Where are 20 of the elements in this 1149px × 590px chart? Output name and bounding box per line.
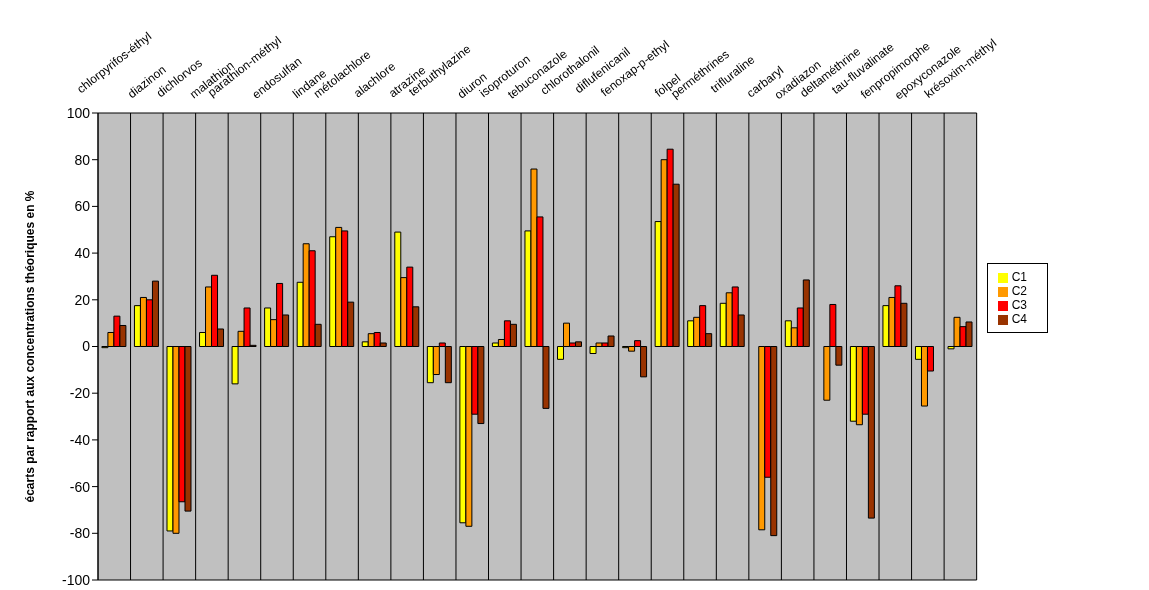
y-tick-label: 20 — [74, 291, 91, 308]
legend-label: C2 — [1011, 284, 1027, 298]
legend-label: C1 — [1011, 270, 1027, 284]
y-axis-title: écarts par rapport aux concentrations théoriques en % — [23, 190, 38, 503]
bar — [758, 346, 766, 531]
bar — [264, 307, 272, 347]
y-tick-label: 0 — [82, 338, 91, 355]
y-tick-label: -40 — [69, 431, 91, 448]
y-tick-label: 40 — [74, 245, 91, 262]
y-tick-label: 100 — [66, 104, 91, 121]
y-tick-label: -80 — [69, 525, 91, 542]
y-tick-label: 60 — [74, 198, 91, 215]
y-tick-label: -100 — [61, 571, 91, 588]
y-tick-label: 80 — [74, 151, 91, 168]
bar — [394, 231, 402, 347]
y-tick-label: -20 — [69, 385, 91, 402]
bar — [589, 346, 597, 355]
y-tick-label: -60 — [69, 478, 91, 495]
legend-label: C3 — [1011, 298, 1027, 312]
legend-label: C4 — [1011, 312, 1027, 326]
